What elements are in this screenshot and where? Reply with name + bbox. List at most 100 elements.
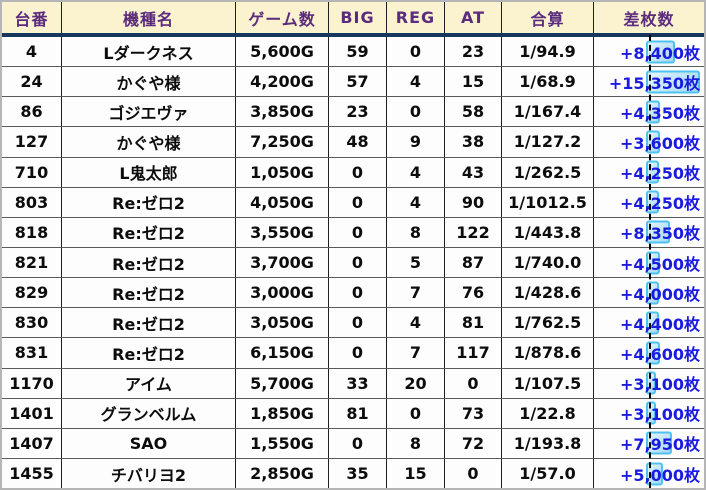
cell-at: 87 [445, 247, 502, 278]
cell-model-name: かぐや様 [62, 67, 236, 97]
cell-at: 73 [445, 398, 502, 428]
cell-reg: 9 [387, 127, 445, 157]
header-reg: REG [387, 2, 445, 33]
cell-combined-rate: 1/94.9 [502, 37, 594, 67]
table-row: 818 Re:ゼロ2 3,550G 0 8 122 1/443.8 +8,350… [2, 216, 704, 247]
cell-combined-rate: 1/68.9 [502, 67, 594, 97]
payout-diff-value: +8,350枚 [619, 224, 700, 244]
cell-at: 0 [445, 368, 502, 398]
cell-combined-rate: 1/878.6 [502, 338, 594, 368]
cell-model-name: チバリヨ2 [62, 458, 236, 488]
cell-big: 0 [329, 187, 387, 217]
cell-reg: 4 [387, 67, 445, 97]
cell-at: 23 [445, 37, 502, 67]
cell-big: 0 [329, 247, 387, 278]
cell-game-count: 6,150G [236, 338, 329, 368]
table-body: 4 Lダークネス 5,600G 59 0 23 1/94.9 +8,400枚 2… [2, 37, 704, 488]
selection-highlight [646, 40, 675, 64]
table-row: 821 Re:ゼロ2 3,700G 0 5 87 1/740.0 +4,500枚 [2, 246, 704, 278]
payout-diff-value: +15,350枚 [608, 73, 700, 93]
cell-payout-diff: +4,350枚 [594, 97, 704, 126]
cell-reg: 4 [387, 187, 445, 217]
cell-model-name: Re:ゼロ2 [62, 278, 236, 308]
header-machine-number: 台番 [2, 2, 62, 33]
cell-payout-diff: +4,400枚 [594, 308, 704, 337]
cell-machine-number: 710 [2, 157, 62, 187]
cell-payout-diff: +8,350枚 [594, 218, 704, 247]
cell-combined-rate: 1/740.0 [502, 247, 594, 278]
cell-payout-diff: +3,100枚 [594, 369, 704, 398]
cell-game-count: 4,200G [236, 67, 329, 97]
payout-diff-value: +3,100枚 [619, 375, 700, 395]
cell-big: 57 [329, 67, 387, 97]
cell-machine-number: 818 [2, 217, 62, 247]
cell-payout-diff: +3,100枚 [594, 399, 704, 428]
cell-reg: 7 [387, 338, 445, 368]
cell-reg: 8 [387, 217, 445, 247]
cell-at: 81 [445, 308, 502, 338]
cell-reg: 4 [387, 308, 445, 338]
cell-at: 43 [445, 157, 502, 187]
selection-highlight [646, 70, 700, 94]
cell-at: 58 [445, 97, 502, 127]
cell-game-count: 1,850G [236, 398, 329, 428]
cell-machine-number: 1455 [2, 458, 62, 488]
header-at: AT [445, 2, 502, 33]
cell-big: 59 [329, 37, 387, 67]
cell-game-count: 5,600G [236, 37, 329, 67]
table-row: 86 ゴジエヴァ 3,850G 23 0 58 1/167.4 +4,350枚 [2, 96, 704, 127]
header-game-count: ゲーム数 [236, 2, 329, 33]
cell-combined-rate: 1/428.6 [502, 278, 594, 308]
cell-model-name: Re:ゼロ2 [62, 308, 236, 338]
payout-diff-value: +4,350枚 [619, 103, 700, 123]
payout-diff-value: +4,250枚 [619, 194, 700, 214]
cell-big: 0 [329, 278, 387, 308]
selection-highlight [646, 371, 656, 395]
selection-highlight [646, 431, 672, 455]
cell-payout-diff: +8,400枚 [594, 37, 704, 66]
cell-combined-rate: 1/762.5 [502, 308, 594, 338]
header-model-name: 機種名 [62, 2, 236, 33]
cell-at: 122 [445, 217, 502, 247]
payout-diff-value: +3,600枚 [619, 133, 700, 153]
cell-at: 0 [445, 458, 502, 488]
cell-big: 0 [329, 428, 387, 458]
cell-machine-number: 831 [2, 338, 62, 368]
table-row: 1170 アイム 5,700G 33 20 0 1/107.5 +3,100枚 [2, 367, 704, 398]
cell-at: 117 [445, 338, 502, 368]
cell-game-count: 1,550G [236, 428, 329, 458]
cell-game-count: 1,050G [236, 157, 329, 187]
cell-machine-number: 24 [2, 67, 62, 97]
payout-diff-value: +7,950枚 [619, 435, 700, 455]
cell-combined-rate: 1/443.8 [502, 217, 594, 247]
cell-combined-rate: 1/127.2 [502, 127, 594, 157]
cell-game-count: 3,000G [236, 278, 329, 308]
header-big: BIG [329, 2, 387, 33]
cell-reg: 20 [387, 368, 445, 398]
cell-big: 35 [329, 458, 387, 488]
cell-machine-number: 4 [2, 37, 62, 67]
payout-diff-value: +4,600枚 [619, 344, 700, 364]
cell-reg: 5 [387, 247, 445, 278]
cell-payout-diff: +4,250枚 [594, 188, 704, 217]
cell-model-name: L鬼太郎 [62, 157, 236, 187]
table-row: 1401 グランベルム 1,850G 81 0 73 1/22.8 +3,100… [2, 397, 704, 428]
cell-model-name: グランベルム [62, 398, 236, 428]
payout-diff-value: +5,000枚 [619, 465, 700, 485]
cell-model-name: Re:ゼロ2 [62, 247, 236, 278]
cell-at: 38 [445, 127, 502, 157]
table-row: 24 かぐや様 4,200G 57 4 15 1/68.9 +15,350枚 [2, 66, 704, 97]
selection-highlight [646, 401, 656, 425]
cell-machine-number: 821 [2, 247, 62, 278]
cell-machine-number: 1170 [2, 368, 62, 398]
cell-combined-rate: 1/107.5 [502, 368, 594, 398]
table-row: 127 かぐや様 7,250G 48 9 38 1/127.2 +3,600枚 [2, 126, 704, 157]
cell-payout-diff: +4,250枚 [594, 158, 704, 187]
cell-at: 15 [445, 67, 502, 97]
cell-at: 72 [445, 428, 502, 458]
table-row: 829 Re:ゼロ2 3,000G 0 7 76 1/428.6 +4,000枚 [2, 277, 704, 308]
cell-big: 33 [329, 368, 387, 398]
payout-diff-value: +4,500枚 [619, 254, 700, 274]
cell-big: 23 [329, 97, 387, 127]
